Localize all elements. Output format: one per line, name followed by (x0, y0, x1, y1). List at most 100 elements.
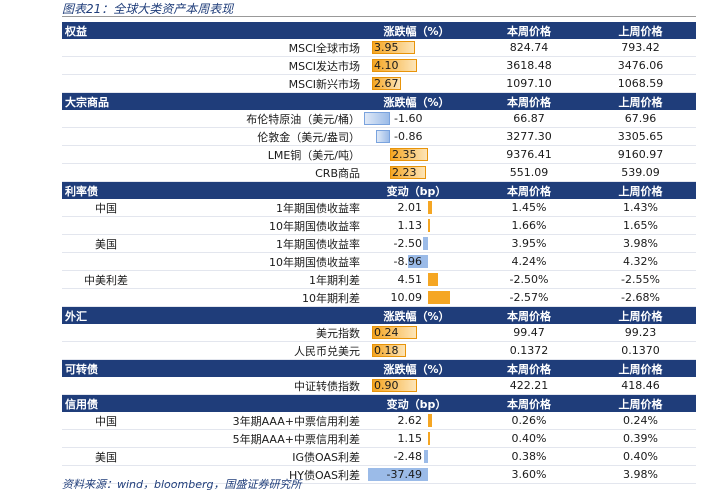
positive-change-bar (372, 41, 416, 54)
row-label: LME铜（美元/吨） (150, 145, 360, 164)
change-value: 0.24 (374, 326, 399, 339)
table-row: MSCI全球市场 3.95 824.74 793.42 (62, 39, 696, 57)
table-row: 中美利差 1年期利差 4.51 -2.50% -2.55% (62, 270, 696, 289)
positive-change-bar (372, 77, 402, 90)
change-value-cell: 0.90 (360, 377, 473, 395)
section-title: 外汇 (62, 306, 360, 324)
row-group-label (62, 56, 150, 75)
source-note: 资料来源：wind，bloomberg，国盛证券研究所 (62, 478, 302, 491)
previous-price: 0.39% (585, 429, 696, 448)
table-row: 中国 1年期国债收益率 2.01 1.45% 1.43% (62, 199, 696, 217)
table-row: 美国 1年期国债收益率 -2.50 3.95% 3.98% (62, 234, 696, 253)
row-label: 布伦特原油（美元/桶） (150, 110, 360, 128)
row-group-label (62, 252, 150, 271)
change-value: 4.51 (397, 273, 423, 286)
current-price: 422.21 (473, 377, 585, 395)
row-label: 3年期AAA+中票信用利差 (150, 412, 360, 430)
row-label: 10年期利差 (150, 288, 360, 307)
change-value-cell: -37.49 (360, 465, 473, 484)
current-price: 4.24% (473, 252, 585, 271)
current-price: 0.26% (473, 412, 585, 430)
value-column-header: 涨跌幅（%） (360, 92, 473, 110)
change-value-cell: -1.60 (360, 110, 473, 128)
negative-change-bar (422, 237, 428, 250)
row-group-label (62, 429, 150, 448)
row-label: HY债OAS利差 (150, 465, 360, 484)
current-price: 824.74 (473, 39, 585, 57)
previous-price: -2.68% (585, 288, 696, 307)
row-group-label: 中美利差 (62, 270, 150, 289)
change-value-cell: 4.10 (360, 56, 473, 75)
current-price: 9376.41 (473, 145, 585, 164)
section-title: 权益 (62, 22, 360, 39)
previous-price: 793.42 (585, 39, 696, 57)
current-price: 1.45% (473, 199, 585, 217)
previous-price: 418.46 (585, 377, 696, 395)
change-value: -37.49 (386, 468, 422, 481)
change-value-cell: 1.15 (360, 429, 473, 448)
change-value-cell: 10.09 (360, 288, 473, 307)
current-price-header: 本周价格 (473, 22, 585, 39)
current-price: 3.95% (473, 234, 585, 253)
table-row: LME铜（美元/吨） 2.35 9376.41 9160.97 (62, 145, 696, 164)
row-label: 10年期国债收益率 (150, 216, 360, 235)
current-price: 66.87 (473, 110, 585, 128)
row-label: 5年期AAA+中票信用利差 (150, 429, 360, 448)
current-price-header: 本周价格 (473, 92, 585, 110)
table-row: MSCI发达市场 4.10 3618.48 3476.06 (62, 56, 696, 75)
table-row: HY债OAS利差 -37.49 3.60% 3.98% (62, 465, 696, 484)
table-row: 布伦特原油（美元/桶） -1.60 66.87 67.96 (62, 110, 696, 128)
change-value: 0.18 (374, 344, 399, 357)
table-row: 美元指数 0.24 99.47 99.23 (62, 324, 696, 342)
positive-change-bar (428, 273, 438, 286)
previous-price: 3305.65 (585, 127, 696, 146)
change-value: 4.10 (374, 59, 399, 72)
row-label: 伦敦金（美元/盎司） (150, 127, 360, 146)
row-group-label (62, 324, 150, 342)
section-header-row: 可转债 涨跌幅（%） 本周价格 上周价格 (62, 359, 696, 377)
table-row: 中国 3年期AAA+中票信用利差 2.62 0.26% 0.24% (62, 412, 696, 430)
change-value: -8.96 (393, 255, 422, 268)
section-header-row: 外汇 涨跌幅（%） 本周价格 上周价格 (62, 306, 696, 324)
table-row: 美国 IG债OAS利差 -2.48 0.38% 0.40% (62, 447, 696, 466)
positive-change-bar (372, 379, 417, 392)
current-price: 1.66% (473, 216, 585, 235)
table-row: 中证转债指数 0.90 422.21 418.46 (62, 377, 696, 395)
table-row: 人民币兑美元 0.18 0.1372 0.1370 (62, 341, 696, 360)
change-value-cell: -8.96 (360, 252, 473, 271)
previous-price: 9160.97 (585, 145, 696, 164)
current-price: 0.1372 (473, 341, 585, 360)
current-price: 3.60% (473, 465, 585, 484)
previous-price: 3.98% (585, 234, 696, 253)
table-row: 伦敦金（美元/盎司） -0.86 3277.30 3305.65 (62, 127, 696, 146)
change-value-cell: 2.35 (360, 145, 473, 164)
title-divider (62, 16, 696, 17)
current-price: 99.47 (473, 324, 585, 342)
table-row: 5年期AAA+中票信用利差 1.15 0.40% 0.39% (62, 429, 696, 448)
row-group-label (62, 465, 150, 484)
section-title: 大宗商品 (62, 92, 360, 110)
current-price: 0.40% (473, 429, 585, 448)
change-value: 2.01 (397, 201, 423, 214)
previous-price-header: 上周价格 (585, 306, 696, 324)
positive-change-bar (428, 432, 430, 445)
change-value: -1.60 (394, 112, 423, 125)
previous-price: 0.24% (585, 412, 696, 430)
previous-price-header: 上周价格 (585, 92, 696, 110)
row-label: 1年期国债收益率 (150, 199, 360, 217)
section-header-row: 权益 涨跌幅（%） 本周价格 上周价格 (62, 22, 696, 39)
previous-price: 1068.59 (585, 74, 696, 93)
current-price: 551.09 (473, 163, 585, 182)
change-value: 0.90 (374, 379, 399, 392)
current-price: 1097.10 (473, 74, 585, 93)
row-label: CRB商品 (150, 163, 360, 182)
previous-price: 0.1370 (585, 341, 696, 360)
table-row: 10年期国债收益率 -8.96 4.24% 4.32% (62, 252, 696, 271)
row-label: 1年期利差 (150, 270, 360, 289)
current-price: 3618.48 (473, 56, 585, 75)
previous-price: 539.09 (585, 163, 696, 182)
current-price-header: 本周价格 (473, 306, 585, 324)
change-value: -2.48 (393, 450, 422, 463)
section-header-row: 大宗商品 涨跌幅（%） 本周价格 上周价格 (62, 92, 696, 110)
change-value: 10.09 (390, 291, 423, 304)
